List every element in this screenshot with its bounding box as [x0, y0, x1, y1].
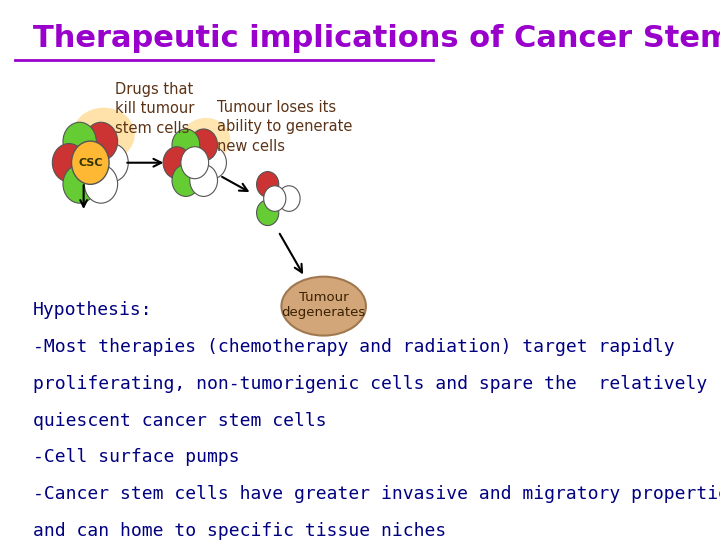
Text: Drugs that
kill tumour
stem cells: Drugs that kill tumour stem cells — [114, 82, 194, 136]
Circle shape — [256, 200, 279, 226]
Circle shape — [190, 129, 217, 161]
Text: CSC: CSC — [78, 158, 102, 168]
Text: proliferating, non-tumorigenic cells and spare the  relatively: proliferating, non-tumorigenic cells and… — [32, 375, 707, 393]
Circle shape — [71, 141, 109, 184]
Circle shape — [190, 165, 217, 197]
Text: quiescent cancer stem cells: quiescent cancer stem cells — [32, 411, 326, 430]
Circle shape — [63, 165, 96, 203]
Text: Tumour loses its
ability to generate
new cells: Tumour loses its ability to generate new… — [217, 99, 352, 154]
Text: -Most therapies (chemotherapy and radiation) target rapidly: -Most therapies (chemotherapy and radiat… — [32, 338, 674, 356]
Circle shape — [256, 172, 279, 197]
Circle shape — [95, 144, 128, 182]
Circle shape — [264, 186, 286, 211]
Circle shape — [278, 186, 300, 211]
Ellipse shape — [73, 107, 135, 161]
Circle shape — [63, 122, 96, 160]
Text: -Cancer stem cells have greater invasive and migratory properties: -Cancer stem cells have greater invasive… — [32, 485, 720, 503]
Text: and can home to specific tissue niches: and can home to specific tissue niches — [32, 522, 446, 540]
Circle shape — [172, 165, 199, 197]
Ellipse shape — [282, 276, 366, 335]
Text: Therapeutic implications of Cancer Stem Cells: Therapeutic implications of Cancer Stem … — [32, 24, 720, 53]
Text: Hypothesis:: Hypothesis: — [32, 301, 152, 319]
Circle shape — [84, 165, 117, 203]
Circle shape — [181, 147, 209, 179]
Circle shape — [163, 147, 191, 179]
Text: Tumour
degenerates: Tumour degenerates — [282, 291, 366, 319]
Ellipse shape — [181, 118, 230, 161]
Text: -Cell surface pumps: -Cell surface pumps — [32, 449, 239, 467]
Circle shape — [53, 144, 86, 182]
Circle shape — [84, 122, 117, 160]
Circle shape — [172, 129, 199, 161]
Circle shape — [199, 147, 226, 179]
